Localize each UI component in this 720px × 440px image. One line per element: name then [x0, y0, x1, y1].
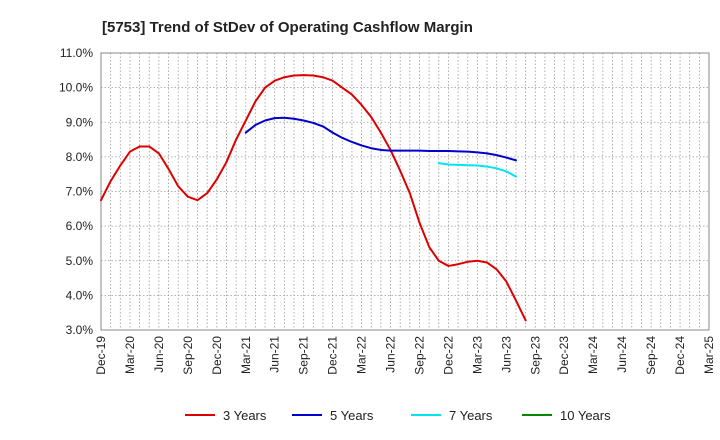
series-line-7-years: [437, 162, 517, 178]
x-tick-label: Jun-20: [152, 336, 166, 373]
series-line-5-years: [244, 116, 517, 162]
x-tick-label: Dec-23: [557, 336, 571, 375]
x-tick-label: Mar-21: [239, 336, 253, 374]
x-tick-label: Dec-19: [94, 336, 108, 375]
x-tick-label: Dec-24: [673, 336, 687, 375]
x-tick-label: Dec-21: [326, 336, 340, 375]
x-tick-label: Mar-23: [470, 336, 484, 374]
x-tick-label: Sep-23: [528, 336, 542, 375]
legend-label-7-years: 7 Years: [449, 408, 493, 423]
y-tick-label: 8.0%: [66, 150, 94, 164]
x-tick-label: Dec-22: [441, 336, 455, 375]
legend-label-5-years: 5 Years: [330, 408, 374, 423]
plot-area: [100, 52, 710, 331]
x-tick-label: Sep-24: [644, 336, 658, 375]
x-axis-tick-labels: Dec-19 Mar-20 Jun-20 Sep-20 Dec-20 Mar-21 Jun-…: [94, 336, 716, 375]
legend-label-10-years: 10 Years: [560, 408, 611, 423]
x-tick-label: Mar-20: [123, 336, 137, 374]
x-tick-label: Sep-20: [181, 336, 195, 375]
y-axis-tick-labels: 3.0% 4.0% 5.0% 6.0% 7.0% 8.0% 9.0% 10.0% 11.0%: [59, 46, 93, 337]
x-tick-label: Jun-24: [615, 336, 629, 373]
grid: [101, 53, 709, 330]
y-tick-label: 11.0%: [60, 46, 93, 60]
x-tick-label: Dec-20: [210, 336, 224, 375]
x-tick-label: Sep-22: [412, 336, 426, 375]
y-tick-label: 3.0%: [66, 323, 94, 337]
y-tick-label: 7.0%: [66, 185, 94, 199]
y-tick-label: 5.0%: [66, 254, 94, 268]
x-tick-label: Jun-21: [268, 336, 282, 373]
x-tick-label: Mar-22: [355, 336, 369, 374]
y-tick-label: 4.0%: [66, 288, 94, 302]
y-tick-label: 9.0%: [66, 115, 94, 129]
y-tick-label: 10.0%: [59, 81, 93, 95]
x-tick-label: Sep-21: [297, 336, 311, 375]
x-tick-label: Jun-22: [384, 336, 398, 373]
series-lines: [100, 74, 527, 322]
legend-label-3-years: 3 Years: [223, 408, 267, 423]
x-tick-label: Jun-23: [499, 336, 513, 373]
x-tick-label: Mar-24: [586, 336, 600, 374]
legend: 3 Years 5 Years 7 Years 10 Years: [185, 408, 611, 423]
series-line-3-years: [100, 74, 527, 322]
y-tick-label: 6.0%: [66, 219, 94, 233]
x-tick-label: Mar-25: [702, 336, 716, 374]
chart-title: [5753] Trend of StDev of Operating Cashf…: [102, 19, 473, 36]
